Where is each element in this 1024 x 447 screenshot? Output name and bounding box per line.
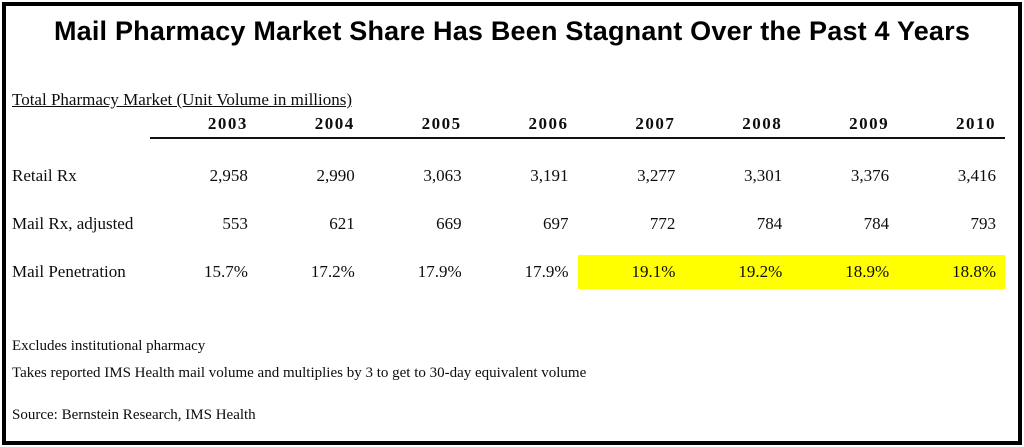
retail-rx-2009: 3,376 [850,166,890,185]
retail-rx-2004: 2,990 [316,166,355,185]
mail-penetration-2010-highlighted: 18.8% [898,255,1005,289]
table-spacer [12,139,1005,152]
retail-rx-2008: 3,301 [744,166,783,185]
source-line: Source: Bernstein Research, IMS Health [12,407,256,423]
column-header-2010: 2010 [898,113,1005,139]
mail-penetration-2005: 17.9% [417,262,462,281]
mail-penetration-2007-highlighted: 19.1% [577,255,685,289]
retail-rx-2007: 3,277 [637,166,676,185]
row-label-mail-penetration: Mail Penetration [12,262,126,281]
table-caption: Total Pharmacy Market (Unit Volume in mi… [12,90,353,109]
table-corner-cell [12,113,150,139]
page-title: Mail Pharmacy Market Share Has Been Stag… [53,16,971,46]
mail-penetration-2003: 15.7% [203,262,248,281]
mail-rx-2005: 669 [436,214,462,233]
column-header-2005: 2005 [363,113,471,139]
mail-penetration-2004: 17.2% [310,262,355,281]
column-header-2007: 2007 [577,113,685,139]
column-header-2008: 2008 [684,113,792,139]
mail-penetration-2006: 17.9% [524,262,569,281]
retail-rx-2010: 3,416 [957,166,996,185]
mail-rx-2004: 621 [329,214,355,233]
footnote-ims-multiplier: Takes reported IMS Health mail volume an… [12,365,587,381]
mail-rx-2006: 697 [543,214,569,233]
retail-rx-2006: 3,191 [530,166,569,185]
mail-rx-2003: 553 [222,214,248,233]
mail-penetration-2008-highlighted: 19.2% [684,255,792,289]
row-label-retail-rx: Retail Rx [12,166,77,185]
footnote-excludes-institutional: Excludes institutional pharmacy [12,338,206,354]
mail-rx-2008: 784 [756,214,783,233]
footnotes: Excludes institutional pharmacy Takes re… [12,333,586,387]
column-header-2009: 2009 [791,113,899,139]
retail-rx-2005: 3,063 [423,166,462,185]
retail-rx-2003: 2,958 [209,166,248,185]
column-header-2006: 2006 [470,113,578,139]
row-label-mail-rx-adjusted: Mail Rx, adjusted [12,214,134,233]
mail-rx-2007: 772 [649,214,676,233]
column-header-2004: 2004 [256,113,364,139]
mail-penetration-2009-highlighted: 18.9% [791,255,899,289]
column-header-2003: 2003 [150,113,257,139]
pharmacy-market-table: 2003 2004 2005 2006 2007 2008 2009 2010 … [12,113,1005,296]
mail-rx-2009: 784 [863,214,890,233]
mail-rx-2010: 793 [970,214,997,233]
